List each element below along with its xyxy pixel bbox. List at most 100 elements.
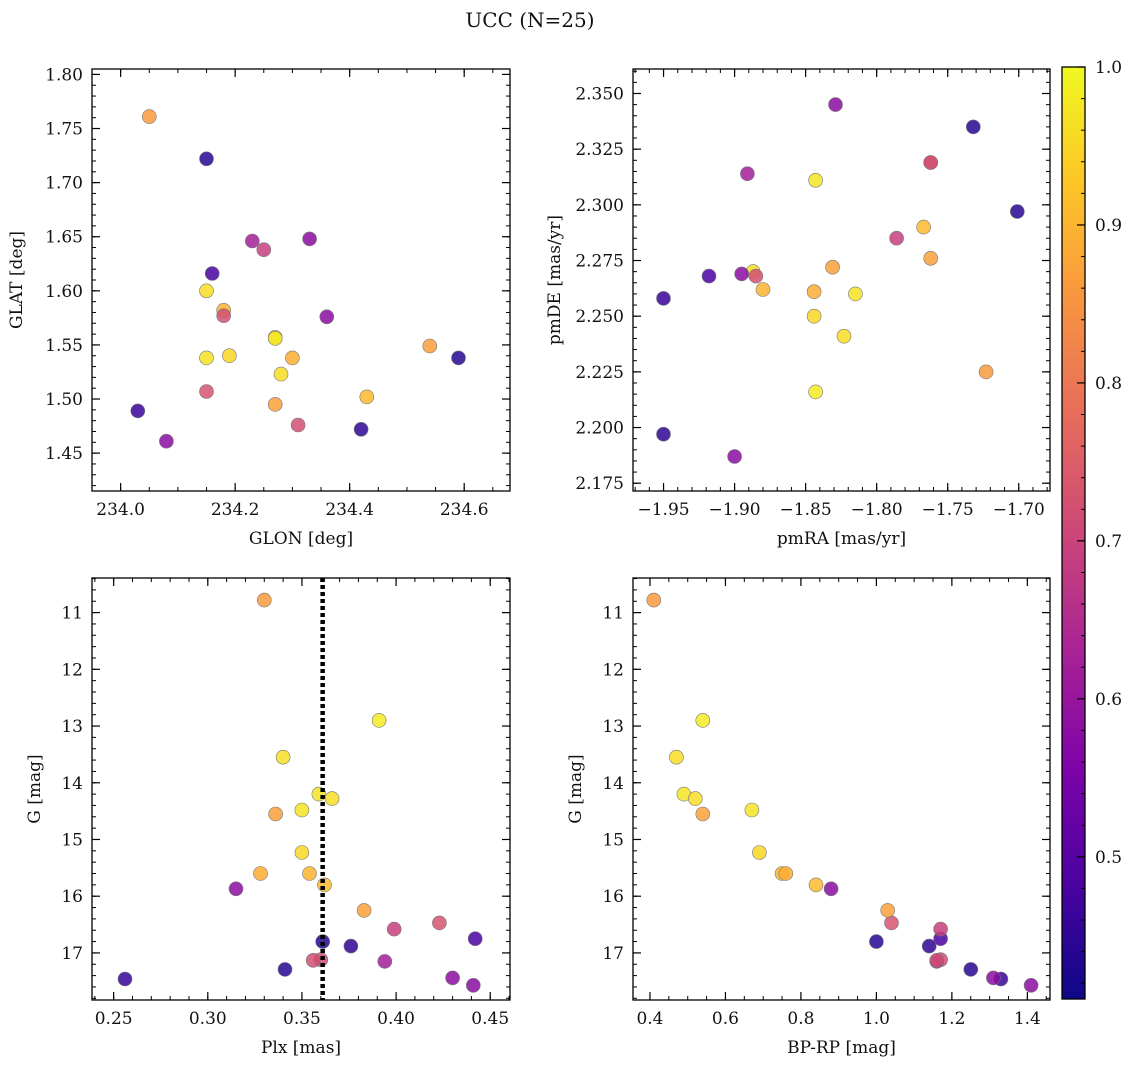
data-point [923,155,939,170]
data-point [117,971,133,987]
data-point [371,713,387,728]
data-point [884,915,899,931]
data-point [748,268,764,284]
data-point [216,308,231,324]
data-point [965,119,981,135]
data-point [199,350,214,366]
data-point [267,331,283,346]
data-point [734,266,750,282]
data-point [422,338,438,354]
data-point [656,291,671,306]
panel-pm: −1.95 −1.90 −1.85 −1.80 −1.75 −1.70 2.175 2.200… [545,68,1051,549]
data-point [199,151,214,167]
data-point [343,938,359,954]
data-point [302,231,317,247]
data-point [923,250,939,266]
data-point [353,421,369,437]
x-tick-label: 0.8 [787,1009,814,1029]
panel-sky: 234.0 234.2 234.4 234.6 1.45 1.50 1.55 1.60 1.65… [7,65,511,549]
data-point [740,166,755,181]
x-tick-label: −1.75 [922,500,974,520]
y-tick-label: 14 [602,774,624,794]
y-axis-label: GLAT [deg] [7,231,27,329]
y-axis-label: G [mag] [25,754,45,823]
data-point [256,242,272,257]
data-point [808,173,823,188]
y-tick-label: 2.200 [575,419,624,439]
x-tick-label: 1.4 [1014,1009,1041,1029]
x-tick-label: 234.0 [96,500,145,520]
data-point [386,921,402,937]
data-point [324,791,340,806]
data-point [277,962,293,977]
y-tick-label: 15 [61,830,83,850]
y-tick-label: 1.65 [45,228,83,248]
y-tick-label: 2.350 [575,84,624,104]
data-point [273,366,289,382]
data-point [199,384,214,399]
y-tick-label: 2.225 [575,363,624,383]
data-point [687,791,703,806]
data-point [305,952,321,968]
colorbar-tick-label: 0.9 [1095,216,1122,236]
data-point [889,230,904,246]
points-pm [656,97,1025,464]
data-point [294,845,310,860]
colorbar-tick-label: 0.7 [1095,532,1122,552]
y-tick-label: 1.70 [45,174,83,194]
y-tick-label: 13 [61,717,83,737]
data-point [933,921,948,937]
x-tick-label: 0.30 [189,1009,227,1029]
y-tick-label: 17 [61,944,83,964]
y-tick-label: 16 [61,887,83,907]
y-tick-label: 1.50 [45,390,83,410]
data-point [275,749,291,765]
y-tick-label: 1.75 [45,120,83,140]
data-point [467,931,483,947]
figure-title: UCC (N=25) [465,8,594,32]
y-tick-label: 1.80 [45,65,83,85]
x-tick-label: 0.45 [471,1009,509,1029]
data-point [222,348,237,364]
y-tick-label: 13 [602,717,624,737]
x-tick-label: −1.85 [780,500,832,520]
data-point [963,962,979,977]
y-tick-label: 2.175 [575,474,624,494]
data-point [986,970,1001,986]
data-point [432,915,447,931]
data-point [701,268,717,284]
data-point [646,592,662,608]
colorbar: 0.5 0.6 0.7 0.8 0.9 1.0 [1061,58,1122,1000]
x-tick-label: −1.90 [709,500,761,520]
y-tick-label: 12 [61,660,83,680]
data-point [752,845,767,860]
colorbar-tick-label: 0.8 [1095,374,1122,394]
data-point [267,397,283,412]
data-point [1009,204,1025,219]
data-point [828,97,843,112]
axes-frame [632,68,1051,492]
x-tick-label: 0.25 [95,1009,133,1029]
data-point [755,282,771,297]
data-point [465,977,481,993]
y-tick-label: 2.300 [575,196,624,216]
y-tick-label: 1.60 [45,282,83,302]
y-tick-label: 2.325 [575,140,624,160]
data-point [744,802,760,818]
x-tick-label: 0.35 [283,1009,321,1029]
data-point [921,938,937,954]
y-axis-label: G [mag] [566,754,586,823]
y-tick-label: 11 [602,604,624,624]
x-axis-label: BP-RP [mag] [787,1038,896,1058]
data-point [778,866,794,881]
y-tick-label: 14 [61,774,83,794]
data-point [377,954,393,969]
panel-cmd: 0.4 0.6 0.8 1.0 1.2 1.4 11 12 13 14 15 16 17 BP-RP [m… [566,577,1051,1058]
points-sky [130,109,466,449]
colorbar-gradient [1061,66,1086,1000]
data-point [929,952,945,968]
x-tick-label: 234.2 [211,500,260,520]
y-tick-label: 12 [602,660,624,680]
data-point [315,934,331,949]
y-tick-label: 11 [61,604,83,624]
